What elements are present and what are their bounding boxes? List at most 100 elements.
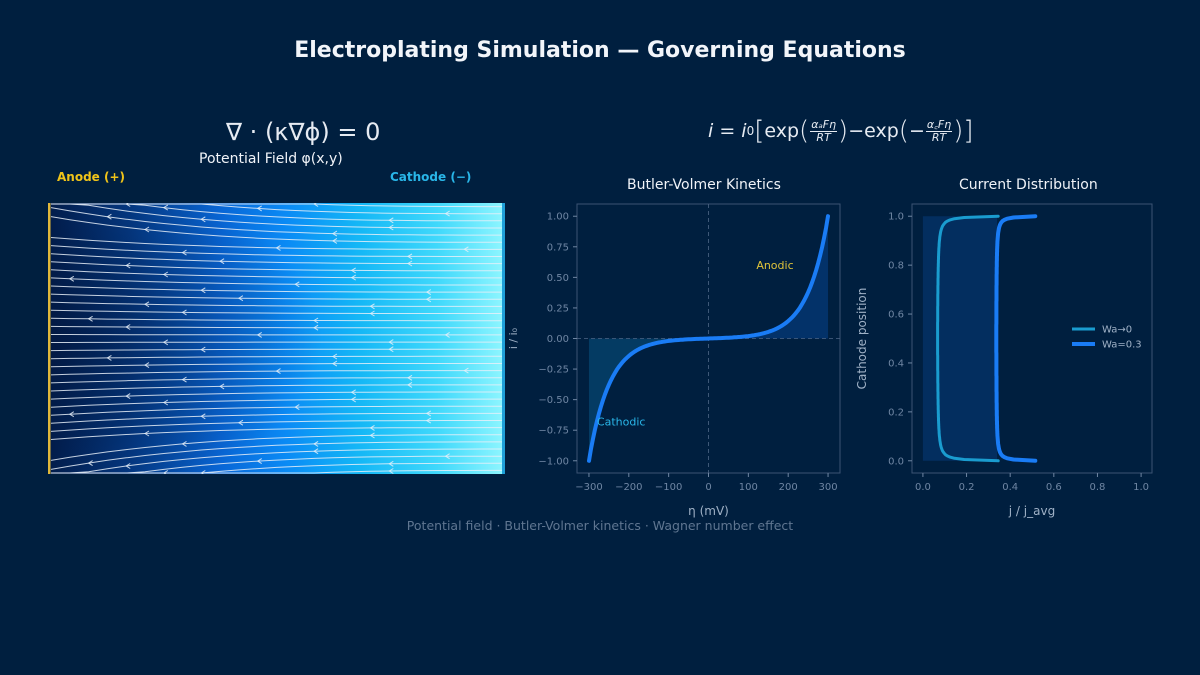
legend: Wa→0 Wa=0.3 (1072, 325, 1142, 351)
arrow-left-icon (200, 470, 206, 474)
paren-open-1: ( (799, 116, 810, 146)
frac1-num: αₐFη (810, 117, 838, 132)
streamline (50, 405, 502, 416)
arrow-left-icon (313, 448, 319, 455)
streamline (50, 301, 502, 307)
streamline (50, 317, 502, 322)
arrow-left-icon (425, 296, 432, 303)
streamline (50, 363, 502, 368)
y-tick-label: −1.00 (538, 456, 569, 467)
streamline (50, 427, 502, 440)
arrow-left-icon (237, 295, 244, 302)
legend-label: Wa→0 (1102, 325, 1132, 336)
x-tick-label: 0.8 (1090, 482, 1106, 493)
distribution-fill (922, 216, 998, 461)
arrow-left-icon (331, 360, 338, 367)
paren-close-1: ) (838, 116, 849, 146)
arrow-left-icon (125, 393, 131, 400)
arrow-left-icon (425, 289, 432, 296)
streamline (50, 398, 502, 408)
arrow-left-icon (275, 368, 281, 375)
x-tick-label: 0.6 (1046, 482, 1062, 493)
y-tick-label: −0.50 (538, 395, 569, 406)
arrow-left-icon (369, 432, 375, 439)
y-tick-label: 0.00 (547, 334, 569, 345)
x-axis-label: η (mV) (688, 504, 729, 518)
arrow-left-icon (200, 413, 206, 420)
fraction-2: α꜀Fη RT (925, 118, 953, 144)
arrow-left-icon (313, 203, 319, 207)
bv-chart-title: Butler-Volmer Kinetics (627, 177, 781, 193)
eq-sub: 0 (746, 124, 755, 138)
arrow-left-icon (369, 303, 375, 310)
paren-close-2: ) (953, 116, 964, 146)
arrow-left-icon (388, 224, 394, 231)
y-tick-label: 0.0 (888, 456, 904, 467)
neg-sign: − (908, 120, 925, 142)
butler-volmer-chart: −300 −200 −100 0 100 200 300 1.00 0.75 0.50 0.25 0.… (507, 203, 841, 518)
paren-open-2: ( (898, 116, 909, 146)
frac1-den: RT (816, 130, 831, 144)
arrow-left-icon (144, 430, 150, 437)
streamline (50, 309, 502, 314)
streamline (50, 355, 502, 360)
streamline (50, 277, 502, 286)
footer-caption: Potential field · Butler-Volmer kinetics… (406, 518, 794, 533)
arrow-left-icon (407, 374, 413, 381)
cathode-edge (502, 203, 505, 474)
arrow-left-icon (350, 389, 356, 396)
y-axis-label: Cathode position (855, 288, 869, 390)
potential-field-plot (48, 203, 505, 474)
current-distribution-chart: 0.0 0.2 0.4 0.6 0.8 1.0 1.0 0.8 0.6 0.4 0.2 0.0 j / … (855, 203, 1153, 518)
arrow-left-icon (294, 404, 300, 411)
streamline (51, 469, 502, 474)
y-tick-label: 0.2 (888, 407, 904, 418)
arrow-left-icon (162, 204, 169, 211)
page-title: Electroplating Simulation — Governing Eq… (294, 38, 906, 63)
x-tick-label: 0.0 (915, 482, 931, 493)
arrow-left-icon (256, 331, 262, 338)
y-tick-label: −0.25 (538, 365, 569, 376)
annotation-label: Anodic (756, 259, 793, 272)
arrow-left-icon (407, 381, 413, 388)
bracket-close: ] (963, 116, 974, 146)
arrow-left-icon (313, 440, 319, 447)
arrow-left-icon (425, 410, 432, 417)
y-tick-label: 0.4 (888, 358, 904, 369)
y-tick-label: 1.0 (888, 212, 904, 223)
arrow-left-icon (350, 267, 356, 274)
annotation-label: Cathodic (597, 416, 646, 429)
streamline (50, 377, 502, 384)
arrow-left-icon (68, 275, 75, 282)
arrow-left-icon (106, 213, 112, 220)
arrow-left-icon (144, 226, 150, 233)
cd-chart-title: Current Distribution (959, 177, 1098, 193)
arrow-left-icon (313, 324, 319, 331)
arrow-left-icon (444, 331, 450, 338)
y-tick-label: 0.6 (888, 310, 904, 321)
y-tick-label: 0.50 (547, 273, 569, 284)
arrow-left-icon (369, 424, 375, 431)
streamline (50, 434, 502, 461)
minus-sign: − (848, 120, 865, 142)
x-tick-label: 200 (779, 482, 798, 493)
cathode-label: Cathode (−) (390, 170, 472, 184)
legend-label: Wa=0.3 (1102, 340, 1142, 351)
arrow-left-icon (369, 310, 375, 317)
arrow-left-icon (388, 468, 394, 474)
arrow-left-icon (200, 346, 206, 353)
arrow-left-icon (144, 362, 150, 369)
laplace-equation: ∇ · (κ∇ϕ) = 0 (226, 118, 381, 146)
arrow-left-icon (425, 417, 432, 424)
arrow-left-icon (463, 367, 469, 374)
arrow-left-icon (331, 353, 338, 360)
x-tick-label: −200 (615, 482, 642, 493)
arrow-left-icon (200, 287, 206, 294)
streamline (50, 253, 502, 265)
series-line (936, 214, 1000, 463)
streamline (51, 203, 502, 222)
arrow-left-icon (125, 463, 131, 469)
plot-frame (911, 203, 1153, 474)
arrow-left-icon (444, 210, 450, 217)
